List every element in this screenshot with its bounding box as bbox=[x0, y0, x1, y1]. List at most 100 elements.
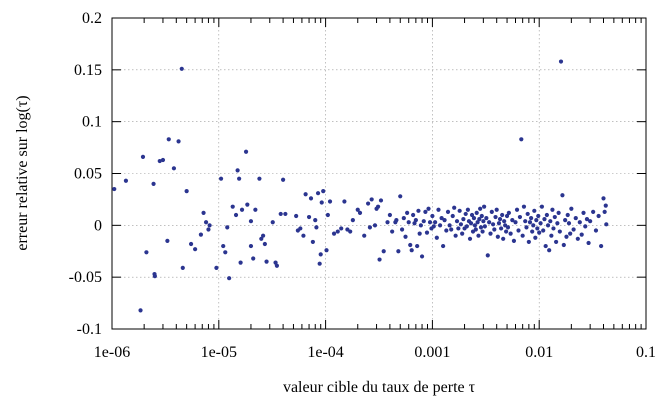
data-point bbox=[418, 223, 423, 228]
data-point bbox=[441, 243, 446, 249]
data-point bbox=[413, 218, 418, 223]
data-point bbox=[573, 215, 578, 221]
data-point bbox=[581, 210, 586, 215]
data-point bbox=[454, 219, 460, 224]
data-point bbox=[176, 139, 181, 144]
data-point bbox=[552, 214, 557, 220]
data-point bbox=[456, 226, 461, 231]
data-point bbox=[348, 229, 353, 234]
data-point bbox=[325, 212, 330, 218]
data-point bbox=[489, 209, 494, 214]
data-point bbox=[230, 204, 235, 209]
y-tick-label: 0 bbox=[94, 217, 102, 234]
data-point bbox=[458, 222, 464, 227]
data-point bbox=[184, 189, 189, 194]
data-point bbox=[327, 199, 333, 204]
data-point bbox=[457, 208, 462, 213]
y-tick-label: 0.1 bbox=[82, 114, 102, 131]
data-point bbox=[531, 223, 536, 228]
data-point bbox=[544, 212, 549, 218]
data-point bbox=[436, 207, 441, 212]
y-axis-label: erreur relative sur log(τ) bbox=[14, 95, 31, 250]
y-tick-label: 0.05 bbox=[74, 166, 102, 183]
data-point bbox=[151, 181, 156, 186]
data-point bbox=[461, 217, 466, 222]
data-point bbox=[478, 225, 484, 230]
data-point bbox=[481, 219, 486, 224]
data-point bbox=[488, 231, 493, 236]
data-point bbox=[225, 225, 230, 230]
data-point bbox=[445, 209, 451, 214]
data-point bbox=[396, 249, 401, 254]
plot-frame bbox=[111, 17, 647, 330]
data-point bbox=[465, 207, 470, 212]
data-point bbox=[423, 209, 428, 214]
data-point bbox=[308, 196, 314, 201]
data-point bbox=[437, 223, 443, 228]
data-point bbox=[561, 242, 566, 248]
data-point bbox=[558, 59, 564, 64]
data-point bbox=[548, 219, 553, 224]
data-point bbox=[198, 232, 204, 237]
data-point bbox=[529, 215, 534, 221]
x-axis-label: valeur cible du taux de perte τ bbox=[283, 379, 476, 396]
data-point bbox=[603, 203, 608, 208]
data-point bbox=[584, 217, 590, 222]
data-point bbox=[294, 213, 299, 219]
data-point bbox=[535, 226, 540, 231]
data-point bbox=[310, 239, 315, 245]
grid-lines bbox=[112, 18, 646, 329]
data-point bbox=[378, 198, 384, 203]
data-point bbox=[500, 212, 505, 218]
data-point bbox=[464, 224, 469, 229]
y-tick-label: -0.05 bbox=[69, 269, 102, 286]
data-point bbox=[526, 239, 531, 245]
data-point bbox=[362, 233, 367, 238]
x-tick-label: 0.001 bbox=[414, 344, 450, 361]
data-point bbox=[331, 231, 337, 236]
data-point bbox=[442, 218, 447, 223]
data-point bbox=[499, 226, 504, 231]
data-point bbox=[444, 228, 449, 233]
data-point bbox=[471, 215, 477, 221]
data-point bbox=[427, 220, 433, 225]
data-point bbox=[501, 236, 506, 241]
data-point bbox=[433, 220, 438, 225]
data-point bbox=[487, 220, 492, 225]
data-point bbox=[583, 224, 588, 229]
data-point bbox=[591, 209, 596, 214]
data-point bbox=[506, 210, 511, 215]
data-point bbox=[203, 220, 209, 225]
data-point bbox=[460, 231, 465, 236]
data-point bbox=[419, 254, 425, 259]
data-point bbox=[475, 220, 480, 225]
data-point bbox=[406, 220, 411, 225]
data-point bbox=[521, 204, 527, 209]
data-point bbox=[520, 233, 525, 238]
x-tick-label: 1e-04 bbox=[307, 344, 343, 361]
data-point bbox=[569, 206, 574, 211]
data-point bbox=[227, 276, 232, 281]
data-point bbox=[243, 149, 249, 154]
data-point bbox=[490, 222, 496, 227]
data-point bbox=[510, 218, 515, 223]
data-point bbox=[555, 221, 560, 226]
data-point bbox=[565, 212, 570, 218]
data-point bbox=[235, 168, 240, 173]
data-point bbox=[452, 205, 457, 210]
data-point bbox=[350, 218, 355, 223]
data-point bbox=[476, 233, 481, 238]
data-point bbox=[357, 210, 363, 215]
data-point bbox=[577, 220, 582, 225]
data-point bbox=[472, 223, 477, 228]
data-point bbox=[596, 213, 601, 219]
data-point bbox=[447, 223, 452, 228]
data-point bbox=[497, 217, 503, 222]
data-point bbox=[527, 220, 533, 225]
data-point bbox=[579, 232, 584, 237]
data-point bbox=[426, 206, 431, 211]
data-point bbox=[314, 225, 319, 230]
data-point bbox=[530, 229, 535, 234]
data-point bbox=[259, 236, 264, 241]
data-point bbox=[238, 260, 243, 265]
